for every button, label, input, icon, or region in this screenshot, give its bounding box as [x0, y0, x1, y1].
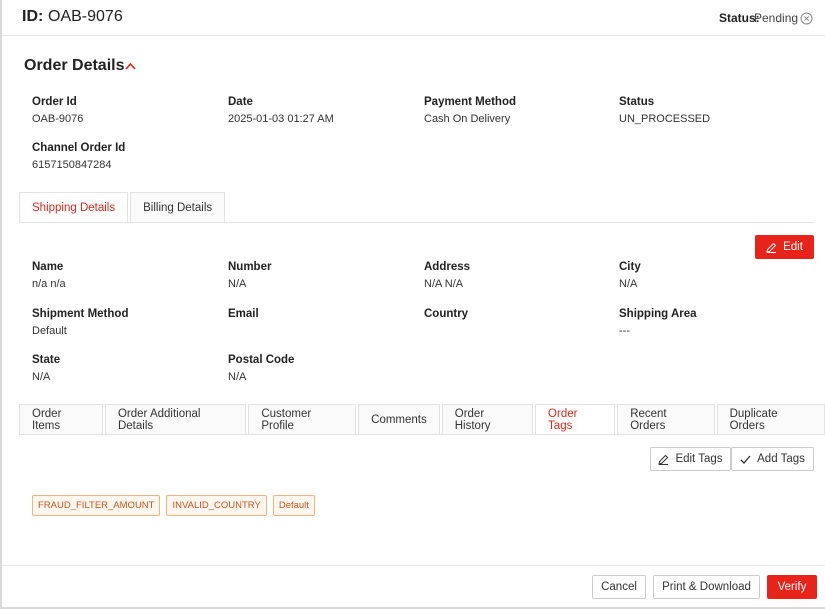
- field-value: N/A: [228, 371, 247, 383]
- field-label: Postal Code: [228, 354, 295, 366]
- edit-tags-button[interactable]: Edit Tags: [650, 447, 731, 471]
- tab[interactable]: Shipping Details: [19, 192, 129, 223]
- field-value: n/a n/a: [32, 278, 66, 290]
- pencil-icon: [658, 454, 669, 465]
- field-value: 2025-01-03 01:27 AM: [228, 113, 334, 125]
- tab-divider: [19, 434, 814, 435]
- order-tabs: Order Items Order Additional Details Custo…: [19, 404, 825, 435]
- tab[interactable]: Order History: [441, 404, 534, 435]
- field-label: Name: [32, 261, 64, 273]
- field-value: ---: [619, 324, 630, 337]
- field-value: Default: [32, 324, 67, 337]
- tab[interactable]: Comments: [358, 404, 440, 435]
- order-id: OAB-9076: [48, 8, 123, 25]
- pencil-icon: [766, 242, 777, 253]
- add-tags-label: Add Tags: [757, 453, 805, 465]
- modal-header: [2, 0, 825, 36]
- field-label: Shipping Area: [619, 307, 697, 320]
- field-value: N/A N/A: [424, 278, 464, 290]
- tab[interactable]: Duplicate Orders: [716, 404, 825, 435]
- check-icon: [740, 455, 751, 464]
- field-label: Date: [228, 96, 253, 108]
- field-label: Payment Method: [424, 96, 517, 108]
- print-button[interactable]: Print & Download: [653, 575, 760, 599]
- tab[interactable]: Order Additional Details: [104, 404, 247, 435]
- field-label: Shipment Method: [32, 307, 129, 320]
- tab[interactable]: Order Items: [19, 404, 103, 435]
- field-value: UN_PROCESSED: [619, 113, 711, 125]
- tag-chip: FRAUD_FILTER_AMOUNT: [32, 495, 161, 516]
- verify-button[interactable]: Verify: [767, 575, 817, 599]
- verify-label: Verify: [777, 581, 807, 593]
- tag-list: FRAUD_FILTER_AMOUNT INVALID_COUNTRY Defaul…: [32, 495, 315, 516]
- field-value: 6157150847284: [32, 159, 112, 171]
- field-label: Channel Order Id: [32, 142, 126, 154]
- field-label: Order Id: [32, 96, 77, 108]
- status-value: Pending: [754, 11, 799, 25]
- field-label: Status: [619, 96, 655, 108]
- tab[interactable]: Order Tags: [535, 404, 616, 435]
- footer-divider: [2, 565, 825, 566]
- tag-chip: INVALID_COUNTRY: [166, 495, 267, 516]
- field-label: Email: [228, 307, 259, 320]
- field-value: Cash On Delivery: [424, 113, 511, 125]
- add-tags-button[interactable]: Add Tags: [731, 447, 814, 471]
- section-title: Order Details: [24, 57, 125, 74]
- field-label: Country: [424, 307, 469, 320]
- field-value: N/A: [619, 278, 638, 290]
- close-icon[interactable]: [800, 12, 813, 25]
- field-value: N/A: [32, 371, 51, 383]
- cancel-button[interactable]: Cancel: [592, 575, 646, 599]
- tab-divider: [19, 222, 814, 223]
- field-label: Address: [424, 261, 471, 273]
- cancel-label: Cancel: [601, 581, 637, 593]
- tab[interactable]: Recent Orders: [617, 404, 715, 435]
- tab[interactable]: Billing Details: [130, 192, 226, 223]
- edit-button[interactable]: Edit: [755, 235, 814, 259]
- status-label: Status:: [719, 11, 760, 25]
- print-label: Print & Download: [662, 581, 751, 593]
- tab[interactable]: Customer Profile: [248, 404, 357, 435]
- collapse-icon[interactable]: [124, 61, 137, 71]
- address-tabs: Shipping Details Billing Details: [19, 192, 226, 223]
- id-label: ID:: [22, 8, 44, 25]
- tag-chip: Default: [272, 495, 315, 516]
- edit-label: Edit: [783, 241, 803, 253]
- field-label: Number: [228, 261, 272, 273]
- edit-tags-label: Edit Tags: [675, 453, 723, 465]
- field-label: State: [32, 354, 61, 366]
- field-value: N/A: [228, 278, 247, 290]
- field-label: City: [619, 261, 641, 273]
- field-value: OAB-9076: [32, 113, 84, 125]
